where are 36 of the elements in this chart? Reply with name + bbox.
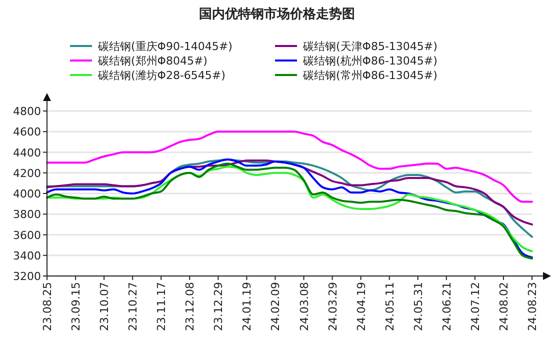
x-tick-label: 23.10.07 — [98, 282, 112, 331]
legend-label: 碳结钢(杭州Φ86-13045#) — [302, 54, 438, 68]
x-tick-label: 24.02.09 — [269, 282, 282, 331]
x-tick-label: 23.08.25 — [41, 282, 54, 331]
x-tick-label: 24.05.11 — [383, 282, 396, 331]
legend-label: 碳结钢(郑州Φ8045#) — [97, 54, 208, 68]
legend-label: 碳结钢(天津Φ85-13045#) — [302, 40, 438, 53]
x-tick-label: 23.11.17 — [155, 282, 168, 331]
y-tick-label: 4800 — [13, 105, 41, 118]
x-tick-label: 23.12.08 — [184, 282, 197, 331]
y-tick-label: 3400 — [13, 249, 41, 262]
x-tick-label: 24.05.31 — [412, 282, 425, 331]
x-tick-label: 24.03.08 — [298, 282, 311, 331]
x-tick-label: 24.08.23 — [526, 282, 539, 331]
chart-title: 国内优特钢市场价格走势图 — [199, 6, 355, 22]
legend-label: 碳结钢(潍坊Φ28-6545#) — [97, 69, 226, 82]
x-tick-label: 24.08.02 — [497, 282, 510, 331]
x-tick-label: 24.06.21 — [440, 282, 454, 331]
x-tick-label: 24.03.29 — [326, 282, 340, 331]
y-tick-label: 4000 — [13, 188, 41, 200]
x-tick-label: 24.01.19 — [240, 282, 254, 331]
x-tick-label: 24.07.12 — [468, 282, 482, 331]
line-series — [46, 160, 533, 226]
y-tick-label: 4400 — [13, 146, 41, 160]
x-tick-label: 23.09.15 — [70, 282, 83, 331]
y-tick-label: 4200 — [13, 166, 41, 180]
y-tick-label: 3200 — [13, 270, 41, 283]
y-tick-label: 4600 — [13, 126, 41, 139]
x-tick-label: 23.10.27 — [126, 282, 140, 331]
x-tick-label: 24.04.19 — [354, 282, 368, 331]
x-tick-label: 23.12.29 — [212, 282, 226, 331]
legend-label: 碳结钢(重庆Φ90-14045#) — [97, 40, 232, 53]
y-tick-label: 3800 — [13, 208, 41, 222]
legend-label: 碳结钢(常州Φ86-13045#) — [302, 69, 438, 82]
line-series — [46, 130, 533, 203]
y-tick-label: 3600 — [13, 228, 41, 242]
